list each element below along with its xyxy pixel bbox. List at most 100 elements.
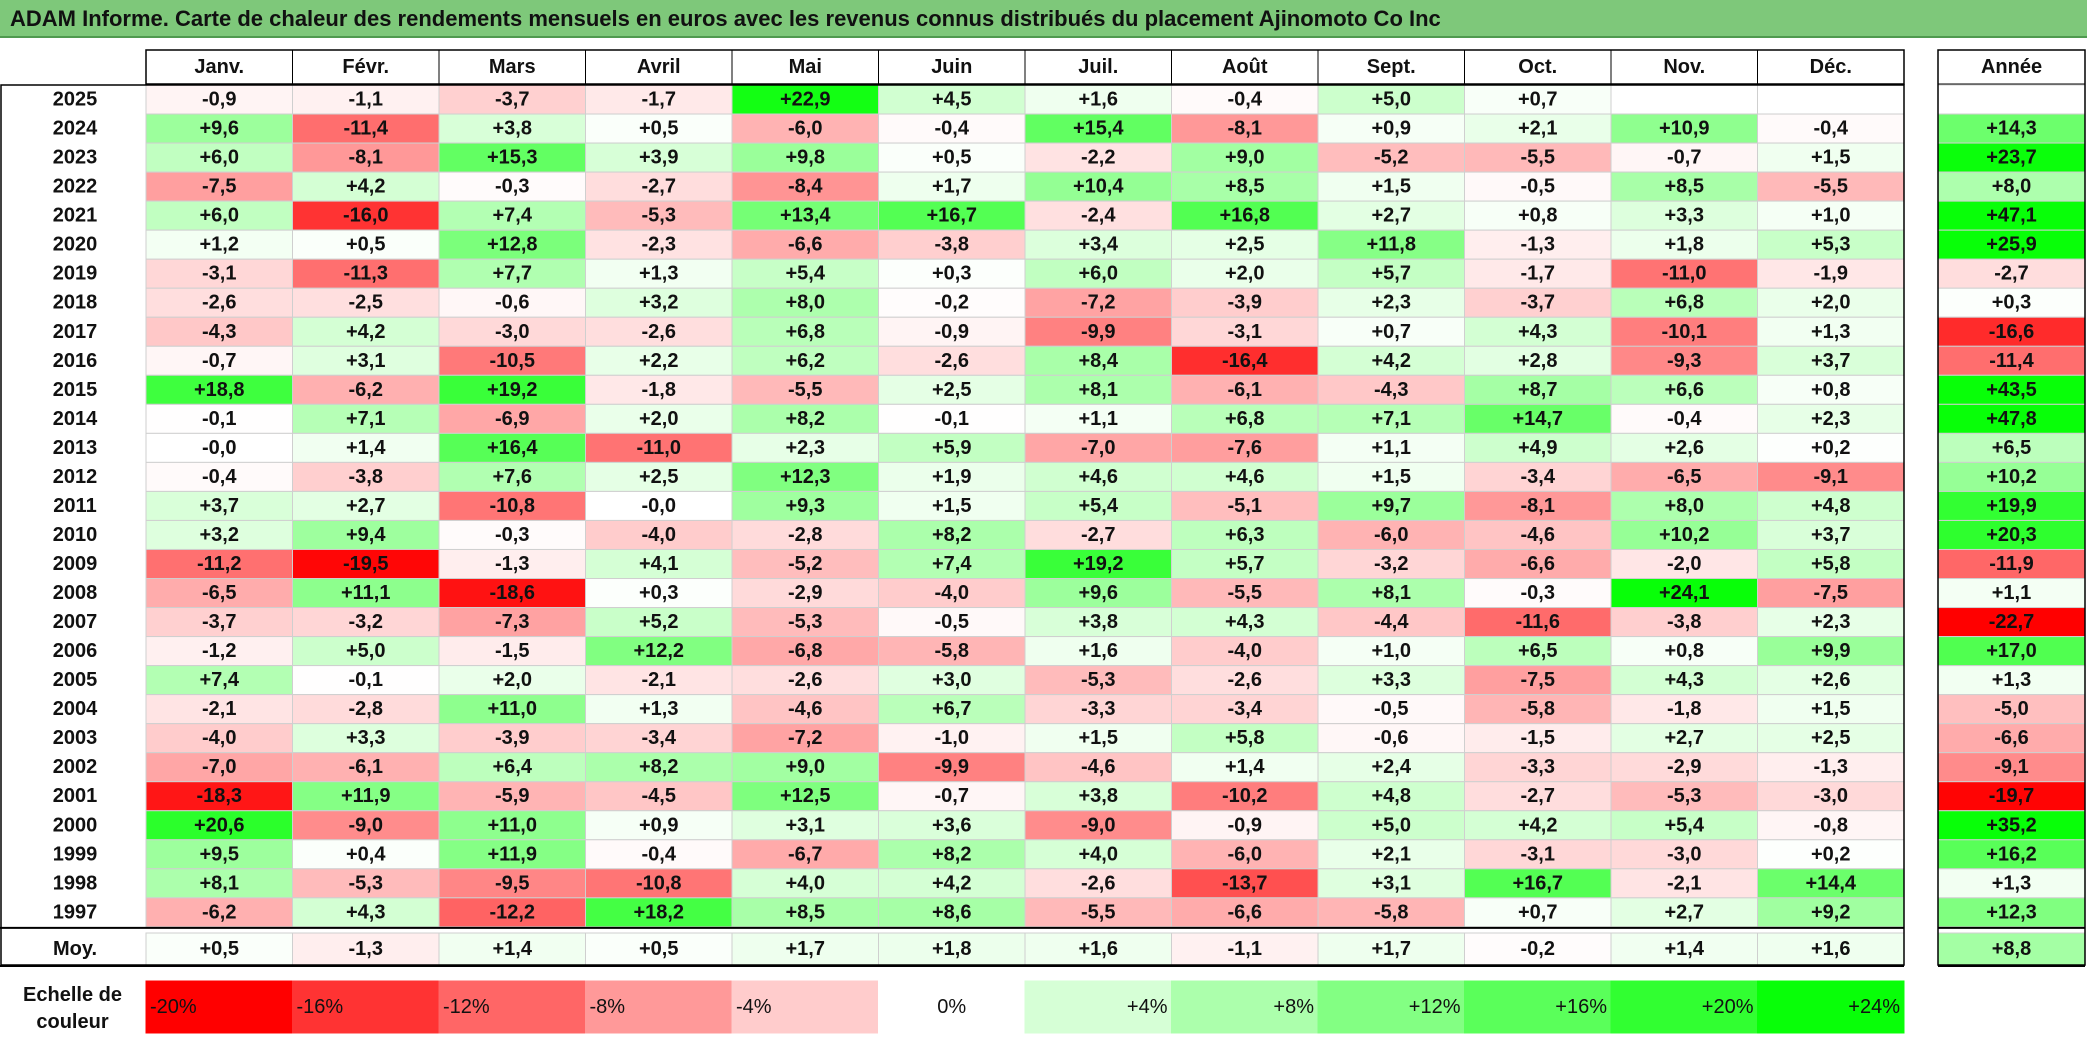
heatmap-cell	[292, 839, 440, 870]
average-value: +1,4	[1665, 938, 1705, 960]
cell-value: -3,7	[202, 611, 236, 633]
cell-value: -13,7	[1222, 872, 1268, 894]
heatmap-cell	[1610, 665, 1758, 696]
heatmap-cell	[731, 897, 879, 928]
month-header: Sept.	[1367, 56, 1416, 78]
heatmap-cell	[1464, 519, 1612, 550]
cell-value: +2,3	[786, 437, 825, 459]
cell-value: +18,2	[633, 901, 684, 923]
heatmap-cell	[1024, 403, 1172, 434]
cell-value: -0,4	[935, 118, 970, 140]
cell-value: +2,3	[1811, 611, 1850, 633]
heatmap-cell	[1610, 839, 1758, 870]
cell-value: -6,6	[1521, 553, 1555, 575]
cell-value: -1,3	[1814, 756, 1848, 778]
cell-value: +1,2	[200, 234, 239, 256]
cell-value: +3,2	[639, 292, 678, 314]
annual-value: +1,1	[1992, 582, 2031, 604]
annual-value: -6,6	[1994, 727, 2028, 749]
heatmap-cell	[438, 578, 586, 609]
cell-value: +9,5	[200, 843, 239, 865]
heatmap-cell	[1024, 171, 1172, 202]
year-label: 2009	[53, 553, 98, 575]
heatmap-cell	[731, 200, 879, 231]
cell-value: +7,4	[493, 205, 533, 227]
year-label: 2015	[53, 379, 98, 401]
month-header: Oct.	[1518, 56, 1557, 78]
cell-value: -0,3	[1521, 582, 1555, 604]
cell-value: +9,9	[1811, 640, 1850, 662]
cell-value: +8,0	[1665, 495, 1704, 517]
heatmap-cell	[145, 316, 293, 347]
heatmap-cell	[1317, 810, 1465, 841]
year-label: 2017	[53, 321, 98, 343]
heatmap-cell	[1317, 781, 1465, 812]
cell-value: +5,8	[1811, 553, 1850, 575]
cell-value: +14,7	[1512, 408, 1563, 430]
heatmap-cell	[438, 810, 586, 841]
annual-value: +1,3	[1992, 872, 2031, 894]
average-value: +1,6	[1811, 938, 1850, 960]
cell-value: +6,3	[1225, 524, 1264, 546]
month-header-cell	[1464, 49, 1612, 85]
cell-value: +9,4	[346, 524, 386, 546]
cell-value: +6,8	[1225, 408, 1264, 430]
heatmap-cell	[585, 200, 733, 231]
month-header: Janv.	[194, 56, 244, 78]
cell-value: +5,4	[786, 263, 826, 285]
cell-value: +1,5	[1811, 698, 1850, 720]
cell-value: +6,4	[493, 756, 533, 778]
heatmap-cell	[1171, 432, 1319, 463]
cell-value: -0,5	[1374, 698, 1408, 720]
cell-value: +9,0	[1225, 147, 1264, 169]
cell-value: -6,9	[495, 408, 529, 430]
cell-value: -11,0	[1662, 263, 1706, 285]
cell-value: +9,6	[200, 118, 239, 140]
cell-value: +7,1	[1372, 408, 1411, 430]
heatmap-cell	[1171, 345, 1319, 376]
legend-label: -12%	[443, 996, 490, 1018]
cell-value: -2,8	[349, 698, 383, 720]
cell-value: +7,6	[493, 466, 532, 488]
cell-value: -4,6	[1081, 756, 1115, 778]
cell-value: -7,2	[1081, 292, 1115, 314]
cell-value: +4,2	[346, 321, 385, 343]
cell-value: +8,1	[1372, 582, 1411, 604]
heatmap-cell	[292, 258, 440, 289]
heatmap-cell	[1610, 461, 1758, 492]
heatmap-cell	[1610, 519, 1758, 550]
heatmap-cell	[585, 636, 733, 667]
month-header: Nov.	[1663, 56, 1705, 78]
heatmap-cell	[585, 723, 733, 754]
heatmap-cell	[731, 607, 879, 638]
cell-value: +0,3	[932, 263, 971, 285]
annual-cell	[1937, 810, 2086, 841]
heatmap-cell	[1317, 432, 1465, 463]
heatmap-cell	[145, 607, 293, 638]
heatmap-cell	[292, 897, 440, 928]
cell-value: +5,7	[1372, 263, 1411, 285]
cell-value: -5,3	[788, 611, 822, 633]
legend-swatch	[1610, 980, 1758, 1034]
heatmap-cell	[1464, 432, 1612, 463]
cell-value: -0,7	[1667, 147, 1701, 169]
average-value: +0,5	[639, 938, 678, 960]
heatmap-cell	[1757, 113, 1905, 144]
cell-value: +1,7	[932, 176, 971, 198]
heatmap-cell	[1171, 519, 1319, 550]
cell-value: -4,6	[1521, 524, 1555, 546]
cell-value: +8,2	[786, 408, 825, 430]
heatmap-cell	[1024, 636, 1172, 667]
heatmap-cell	[1171, 868, 1319, 899]
cell-value: +6,7	[932, 698, 971, 720]
cell-value: -1,5	[1521, 727, 1555, 749]
month-header: Mars	[489, 56, 536, 78]
cell-value: +2,6	[1811, 669, 1850, 691]
cell-value: +0,5	[932, 147, 971, 169]
legend-label: 0%	[937, 996, 966, 1018]
annual-value: +1,3	[1992, 669, 2031, 691]
cell-value: +10,9	[1659, 118, 1710, 140]
cell-value: +1,4	[1225, 756, 1265, 778]
heatmap-cell	[585, 897, 733, 928]
cell-value: -10,5	[489, 350, 535, 372]
